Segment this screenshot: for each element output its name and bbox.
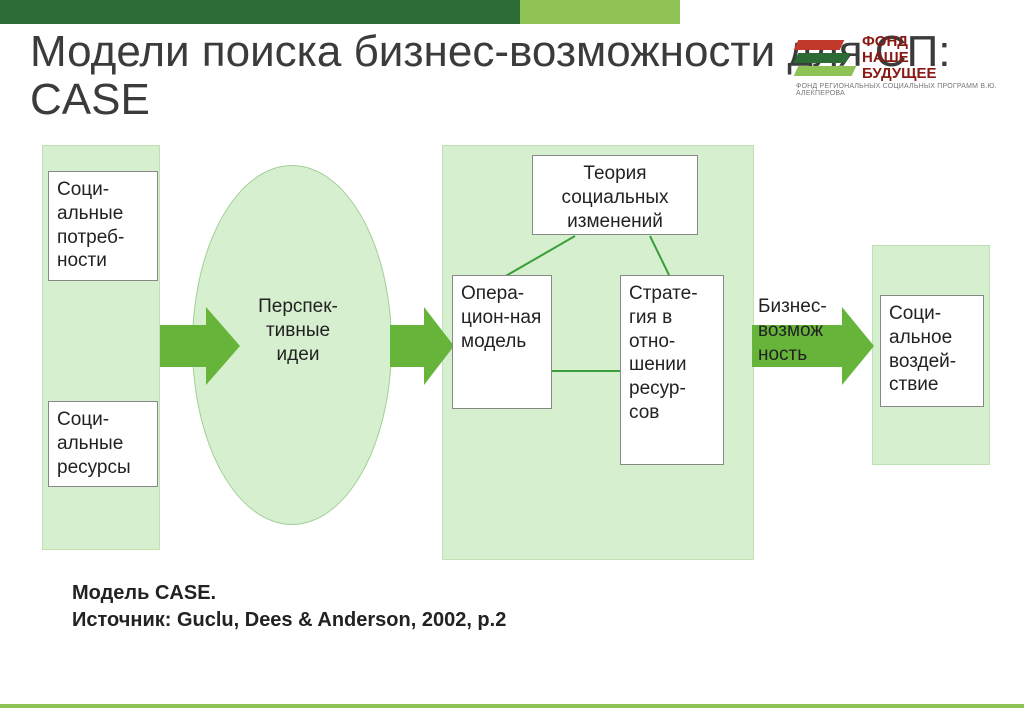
connector-oper-strategy xyxy=(552,370,620,372)
logo-subtitle: ФОНД РЕГИОНАЛЬНЫХ СОЦИАЛЬНЫХ ПРОГРАММ В.… xyxy=(796,83,1006,97)
arrow-1 xyxy=(160,307,240,385)
box-impact: Соци-альное воздей-ствие xyxy=(880,295,984,407)
caption: Модель CASE. Источник: Guclu, Dees & And… xyxy=(72,580,506,634)
arrow-2 xyxy=(390,307,454,385)
flowchart: Соци-альные потреб-ности Соци-альные рес… xyxy=(0,145,1024,575)
logo-text: ФОНД НАШЕ БУДУЩЕЕ xyxy=(862,34,936,81)
box-oper: Опера-цион-ная модель xyxy=(452,275,552,409)
box-theory: Теория социальных изменений xyxy=(532,155,698,235)
header-stripe xyxy=(0,0,1024,24)
footer-stripe xyxy=(0,704,1024,708)
stripe-dark xyxy=(0,0,520,24)
label-ideas: Перспек-тивные идеи xyxy=(248,295,348,366)
logo-line-3: БУДУЩЕЕ xyxy=(862,66,936,82)
box-resources: Соци-альные ресурсы xyxy=(48,401,158,487)
caption-line-2: Источник: Guclu, Dees & Anderson, 2002, … xyxy=(72,607,506,634)
box-strategy: Страте-гия в отно-шении ресур-сов xyxy=(620,275,724,465)
logo-line-1: ФОНД xyxy=(862,34,936,50)
stripe-light xyxy=(520,0,680,24)
label-bizopp: Бизнес-возмож ность xyxy=(758,295,858,366)
stripe-white xyxy=(680,0,1024,24)
box-needs: Соци-альные потреб-ности xyxy=(48,171,158,281)
logo-line-2: НАШЕ xyxy=(862,50,936,66)
caption-line-1: Модель CASE. xyxy=(72,580,506,607)
logo-bars-icon xyxy=(796,40,854,76)
logo: ФОНД НАШЕ БУДУЩЕЕ ФОНД РЕГИОНАЛЬНЫХ СОЦИ… xyxy=(796,34,1006,97)
